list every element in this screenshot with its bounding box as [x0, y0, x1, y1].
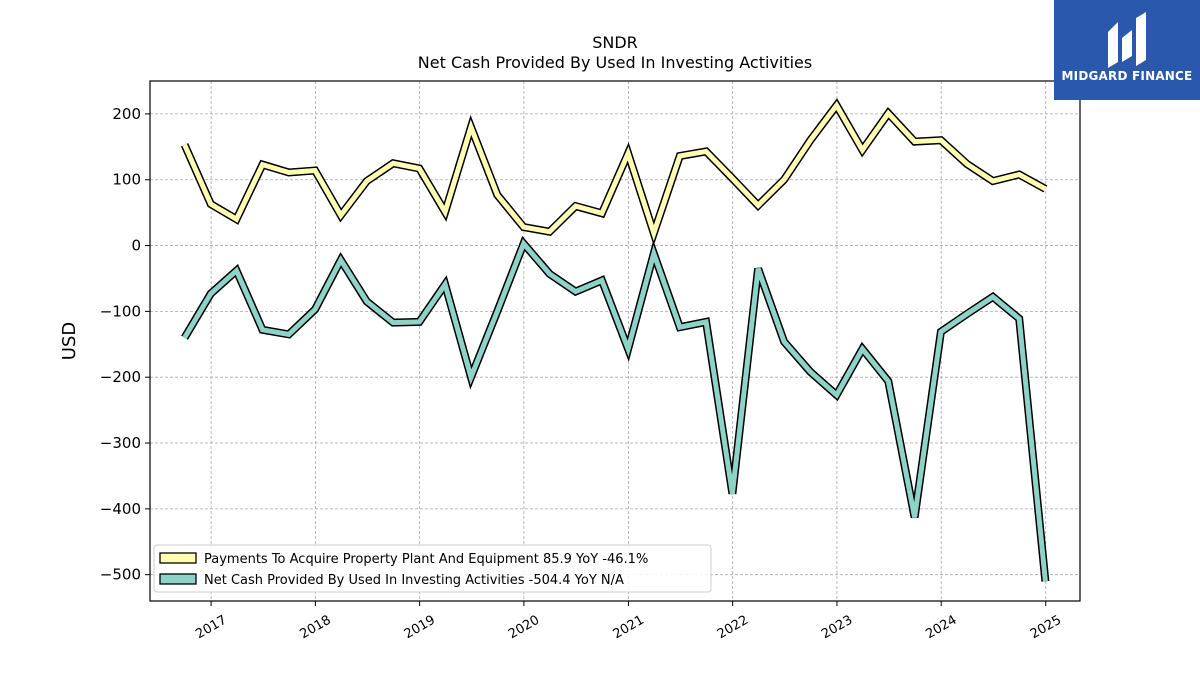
y-axis: 200 100 0 −100 −200 −300 −400 −500 — [100, 105, 150, 584]
x-tick-label: 2017 — [193, 613, 229, 643]
chart-title: SNDR — [592, 33, 638, 52]
x-tick-label: 2025 — [1028, 613, 1064, 643]
x-tick-label: 2022 — [715, 613, 751, 643]
series-line — [182, 238, 1048, 582]
series-lines — [180, 98, 1050, 582]
legend-swatch-investing — [159, 573, 197, 585]
y-tick-label: 200 — [112, 105, 141, 123]
y-tick-label: −100 — [100, 302, 141, 320]
series-1 — [181, 235, 1050, 582]
brand-logo: MIDGARD FINANCE — [1054, 0, 1200, 100]
y-tick-label: −500 — [100, 566, 141, 584]
series-line-outline — [181, 235, 1050, 582]
x-axis: 2017 2018 2019 2020 2021 2022 2023 2024 2025 — [193, 601, 1064, 642]
y-axis-label: USD — [59, 322, 80, 360]
legend: Payments To Acquire Property Plant And E… — [153, 544, 712, 593]
x-tick-label: 2018 — [298, 613, 334, 643]
legend-box — [153, 544, 712, 593]
x-tick-label: 2023 — [819, 613, 855, 643]
x-tick-label: 2019 — [402, 613, 438, 643]
chart-subtitle: Net Cash Provided By Used In Investing A… — [418, 53, 812, 72]
legend-label-investing: Net Cash Provided By Used In Investing A… — [204, 573, 624, 588]
series-0 — [180, 98, 1048, 246]
y-tick-label: 100 — [112, 171, 141, 189]
y-tick-label: −200 — [100, 368, 141, 386]
brand-name: MIDGARD FINANCE — [1061, 69, 1193, 83]
x-tick-label: 2020 — [506, 613, 542, 643]
legend-label-capex: Payments To Acquire Property Plant And E… — [204, 552, 648, 567]
plot-area — [149, 80, 1081, 602]
x-tick-label: 2024 — [923, 613, 959, 643]
series-line — [182, 100, 1047, 242]
x-tick-label: 2021 — [611, 613, 647, 643]
legend-swatch-capex — [159, 552, 197, 564]
y-tick-label: −300 — [100, 434, 141, 452]
y-tick-label: −400 — [100, 500, 141, 518]
y-tick-label: 0 — [131, 237, 141, 255]
midgard-logo-icon — [1108, 12, 1146, 68]
